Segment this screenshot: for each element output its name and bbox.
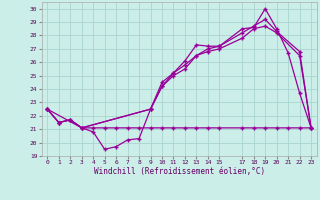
X-axis label: Windchill (Refroidissement éolien,°C): Windchill (Refroidissement éolien,°C)	[94, 167, 265, 176]
